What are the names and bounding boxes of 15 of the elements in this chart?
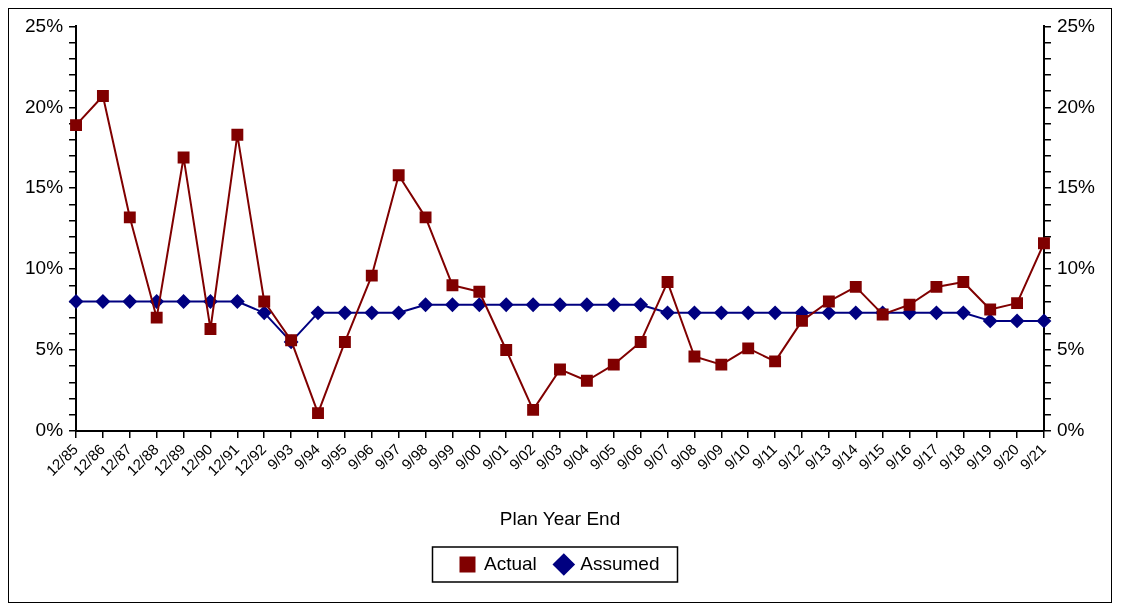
y2-tick-label: 15% (1056, 176, 1096, 198)
y2-tick-label: 0% (1056, 419, 1085, 441)
y2-tick-label: 10% (1056, 257, 1096, 279)
y-tick-label: 25% (25, 14, 64, 36)
y-tick-label: 0% (35, 419, 64, 441)
legend-label: Assumed (580, 552, 660, 574)
y2-tick-label: 20% (1056, 95, 1096, 117)
y2-tick-label: 25% (1056, 14, 1096, 36)
x-axis-title: Plan Year End (499, 507, 621, 529)
y2-tick-label: 5% (1056, 338, 1085, 360)
legend-label: Actual (484, 552, 537, 574)
y-tick-label: 15% (25, 176, 64, 198)
y-tick-label: 10% (25, 257, 64, 279)
y-tick-label: 5% (35, 338, 64, 360)
y-tick-label: 20% (25, 95, 64, 117)
